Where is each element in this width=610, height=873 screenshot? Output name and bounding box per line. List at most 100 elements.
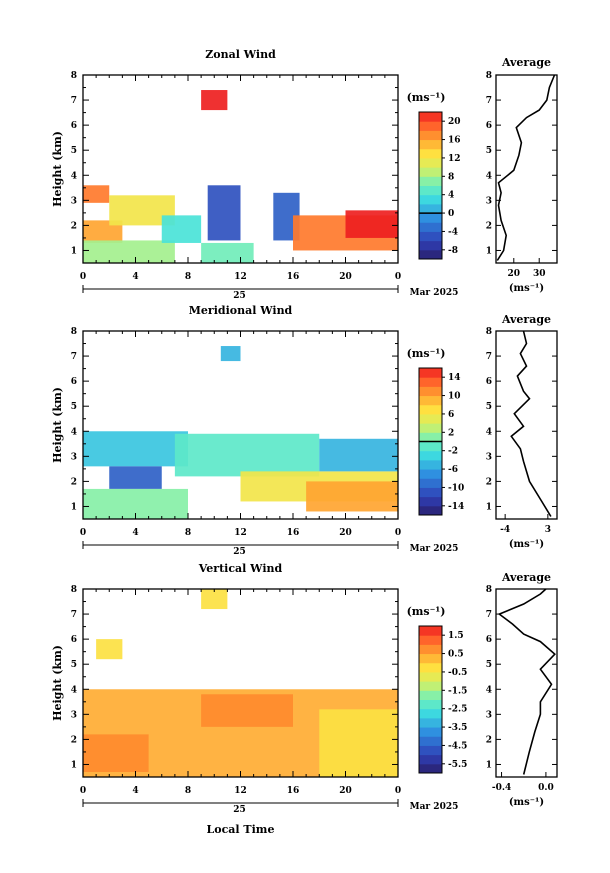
profile-x-tick-label: 30	[533, 269, 546, 279]
data-patch	[220, 346, 241, 362]
colorbar-segment	[419, 377, 442, 387]
colorbar-tick-label: 8	[448, 172, 454, 182]
data-patch	[201, 694, 293, 727]
profile-frame	[495, 588, 558, 778]
colorbar-tick-label: 4	[448, 191, 454, 201]
colorbar-segment	[419, 194, 442, 205]
colorbar-unit-label: (ms⁻¹)	[407, 605, 446, 618]
x-tick-label: 12	[234, 528, 247, 538]
y-tick-label: 4	[71, 685, 77, 695]
colorbar-segment	[419, 653, 442, 664]
colorbar-segment	[419, 185, 442, 196]
y-tick-label: 5	[71, 660, 77, 670]
x-tick-label: 12	[234, 272, 247, 282]
y-tick-label: 1	[71, 502, 77, 512]
colorbar-tick-label: 2	[448, 428, 454, 438]
panel-title: Zonal Wind	[205, 48, 276, 61]
colorbar-tick-label: 10	[448, 392, 461, 402]
colorbar-tick-label: -14	[448, 502, 464, 512]
x-tick-label: 4	[132, 528, 138, 538]
colorbar-segment	[419, 505, 442, 516]
colorbar-segment	[419, 763, 442, 774]
colorbar-tick-label: 16	[448, 136, 461, 146]
colorbar-tick-label: 0	[448, 209, 454, 219]
data-patch	[201, 242, 254, 263]
x-tick-label: 20	[339, 528, 352, 538]
profile-y-tick-label: 6	[486, 377, 492, 387]
profile-y-tick-label: 2	[486, 221, 492, 231]
data-patch	[83, 240, 175, 263]
y-tick-label: 7	[71, 96, 77, 106]
date-month-label: Mar 2025	[410, 288, 459, 298]
profile-y-tick-label: 3	[486, 452, 492, 462]
colorbar-segment	[419, 662, 442, 673]
x-tick-label: 0	[395, 528, 401, 538]
profile-title: Average	[501, 313, 551, 326]
x-tick-label: 4	[132, 272, 138, 282]
date-month-label: Mar 2025	[410, 544, 459, 554]
colorbar-segment	[419, 231, 442, 242]
colorbar-segment	[419, 368, 442, 378]
colorbar-segment	[419, 496, 442, 507]
colorbar-tick-label: -3.5	[448, 723, 467, 733]
y-tick-label: 8	[71, 71, 77, 81]
y-tick-label: 1	[71, 246, 77, 256]
x-tick-label: 16	[287, 786, 300, 796]
date-month-label: Mar 2025	[410, 802, 459, 812]
profile-y-tick-label: 5	[486, 660, 492, 670]
data-patch	[83, 734, 149, 772]
data-patch	[83, 431, 188, 467]
profile-y-tick-label: 1	[486, 246, 492, 256]
profile-y-tick-label: 3	[486, 196, 492, 206]
profile-y-tick-label: 7	[486, 96, 492, 106]
colorbar-segment	[419, 717, 442, 728]
colorbar-frame	[418, 111, 443, 260]
y-tick-label: 3	[71, 196, 77, 206]
colorbar-segment	[419, 644, 442, 655]
profile-y-tick-label: 3	[486, 710, 492, 720]
colorbar-segment	[419, 157, 442, 168]
profile-x-label: (ms⁻¹)	[509, 797, 544, 808]
colorbar-segment	[419, 130, 442, 141]
profile-y-tick-label: 2	[486, 477, 492, 487]
profile-y-tick-label: 2	[486, 735, 492, 745]
data-patch	[319, 438, 398, 472]
colorbar-tick-label: -5.5	[448, 760, 467, 770]
profile-y-tick-label: 6	[486, 635, 492, 645]
y-tick-label: 8	[71, 585, 77, 595]
data-patch	[345, 210, 398, 238]
colorbar-segment	[419, 386, 442, 397]
colorbar-tick-label: 6	[448, 410, 454, 420]
profile-x-tick-label: -0.4	[492, 783, 511, 793]
colorbar-segment	[419, 681, 442, 691]
colorbar-tick-label: 12	[448, 154, 461, 164]
data-patch	[83, 185, 110, 203]
colorbar-segment	[419, 699, 442, 710]
colorbar-segment	[419, 441, 442, 452]
data-patch	[161, 215, 202, 243]
colorbar-segment	[419, 727, 442, 737]
y-tick-label: 3	[71, 710, 77, 720]
x-tick-label: 8	[185, 786, 191, 796]
colorbar-segment	[419, 148, 442, 159]
colorbar-segment	[419, 423, 442, 433]
data-patch	[201, 589, 228, 610]
colorbar-tick-label: -0.5	[448, 668, 467, 678]
colorbar-segment	[419, 432, 442, 442]
colorbar-tick-label: -4	[448, 227, 458, 237]
data-patch	[319, 709, 398, 777]
x-tick-label: 0	[80, 786, 86, 796]
y-tick-label: 4	[71, 427, 77, 437]
data-patch	[201, 90, 228, 111]
colorbar-tick-label: -2	[448, 447, 458, 457]
colorbar-segment	[419, 469, 442, 479]
x-tick-label: 20	[339, 786, 352, 796]
data-patch	[306, 481, 398, 512]
colorbar-segment	[419, 626, 442, 636]
profile-frame	[495, 74, 558, 264]
colorbar-segment	[419, 213, 442, 223]
data-patch	[207, 185, 241, 241]
colorbar-tick-label: -1.5	[448, 686, 467, 696]
colorbar-segment	[419, 478, 442, 488]
